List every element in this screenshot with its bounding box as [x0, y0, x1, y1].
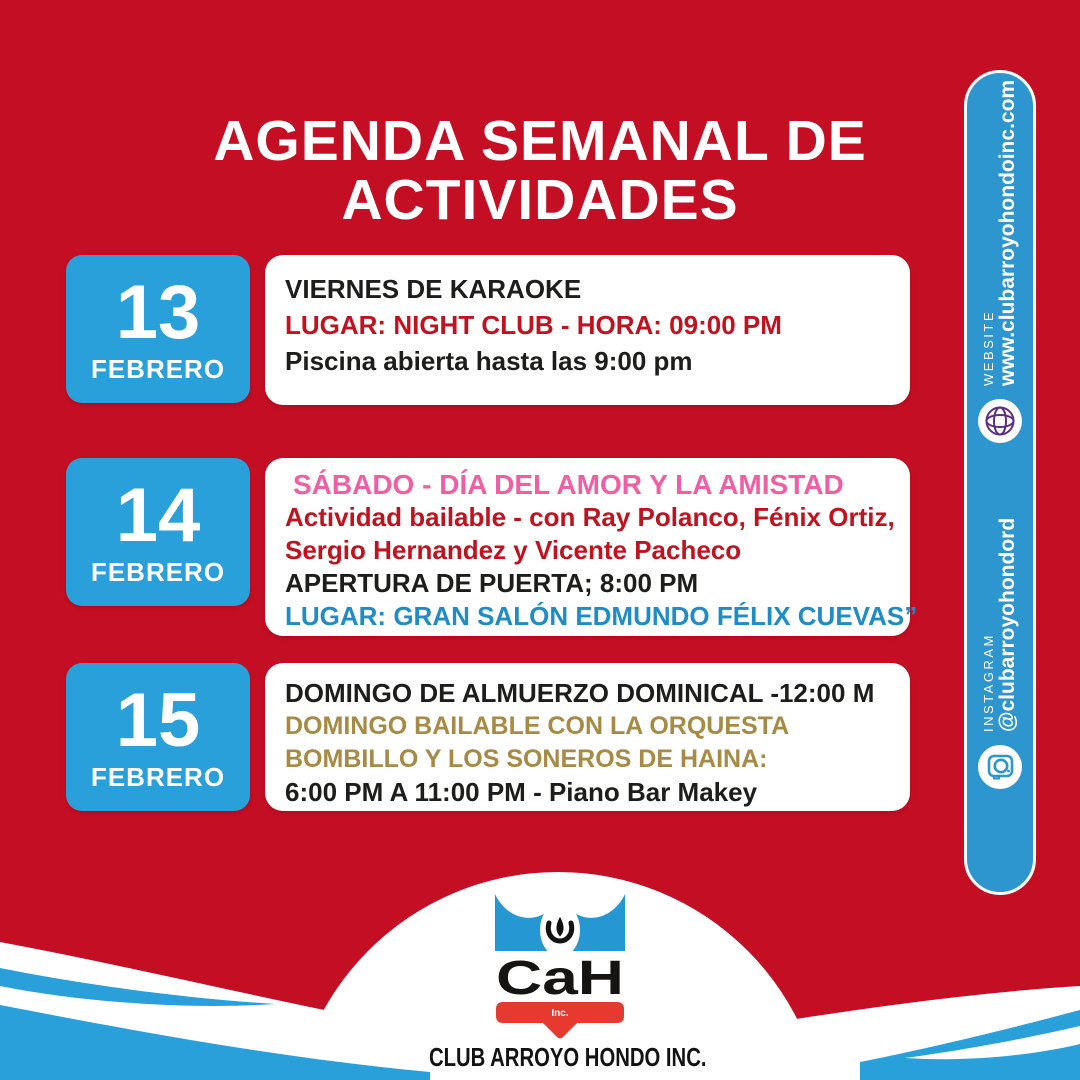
events-list: 13 FEBRERO VIERNES DE KARAOKE LUGAR: NIGH…: [66, 255, 918, 811]
event-row: 13 FEBRERO VIERNES DE KARAOKE LUGAR: NIGH…: [66, 255, 910, 405]
event-card: SÁBADO - DÍA DEL AMOR Y LA AMISTAD Activi…: [265, 458, 918, 636]
logo-suffix: Inc.: [551, 1008, 568, 1019]
instagram-handle[interactable]: @clubarroyohondord: [995, 517, 1019, 732]
event-line: DOMINGO DE ALMUERZO DOMINICAL -12:00 M: [285, 678, 875, 708]
page-title: AGENDA SEMANAL DE ACTIVIDADES: [0, 112, 1080, 230]
social-pill: WEBSITE www.clubarroyohondoinc.com INSTA…: [964, 70, 1036, 895]
page-title-line1: AGENDA SEMANAL DE: [213, 109, 867, 173]
event-row: 14 FEBRERO SÁBADO - DÍA DEL AMOR Y LA AM…: [66, 458, 918, 636]
date-month: FEBRERO: [90, 556, 226, 587]
website-group[interactable]: WEBSITE www.clubarroyohondoinc.com: [968, 72, 1032, 444]
instagram-label: INSTAGRAM: [980, 633, 996, 732]
right-white-swoosh: [905, 1026, 1080, 1060]
event-line: Actividad bailable - con Ray Polanco, Fé…: [285, 502, 895, 532]
white-wave-band: [0, 942, 1080, 1080]
date-card: 14 FEBRERO: [66, 458, 250, 606]
left-blue-swoosh: [0, 968, 275, 1006]
date-month: FEBRERO: [90, 761, 226, 792]
event-line: VIERNES DE KARAOKE: [285, 274, 582, 304]
logo-text: CaH: [496, 952, 624, 1005]
right-blue-wave: [860, 1010, 1080, 1080]
website-label: WEBSITE: [980, 309, 996, 386]
left-blue-wave: [0, 1005, 430, 1080]
event-line: Piscina abierta hasta las 9:00 pm: [285, 346, 693, 376]
event-line: LUGAR: GRAN SALÓN EDMUNDO FÉLIX CUEVAS”: [285, 601, 918, 631]
club-logo: CaH Inc.: [495, 894, 625, 1039]
event-line: BOMBILLO Y LOS SONEROS DE HAINA:: [285, 745, 768, 773]
date-month: FEBRERO: [90, 353, 226, 384]
white-dome: [296, 872, 820, 1080]
event-line: Sergio Hernandez y Vicente Pacheco: [285, 535, 742, 565]
date-card: 13 FEBRERO: [66, 255, 250, 403]
event-line: LUGAR: NIGHT CLUB - HORA: 09:00 PM: [285, 310, 782, 340]
event-line: APERTURA DE PUERTA; 8:00 PM: [285, 568, 699, 598]
event-card: VIERNES DE KARAOKE LUGAR: NIGHT CLUB - HO…: [265, 255, 910, 405]
page-title-line2: ACTIVIDADES: [341, 168, 739, 232]
globe-icon: [978, 399, 1022, 443]
bottom-waves-graphic: [0, 872, 1080, 1080]
event-line: DOMINGO BAILABLE CON LA ORQUESTA: [285, 712, 790, 740]
date-day: 14: [115, 472, 201, 558]
instagram-group[interactable]: INSTAGRAM @clubarroyohondord: [968, 490, 1032, 790]
event-line: SÁBADO - DÍA DEL AMOR Y LA AMISTAD: [293, 469, 844, 500]
camera-icon: [978, 745, 1022, 789]
date-day: 13: [115, 269, 201, 355]
date-day: 15: [115, 677, 201, 763]
event-card: DOMINGO DE ALMUERZO DOMINICAL -12:00 M DO…: [265, 663, 910, 811]
date-card: 15 FEBRERO: [66, 663, 250, 811]
event-row: 15 FEBRERO DOMINGO DE ALMUERZO DOMINICAL…: [66, 663, 910, 811]
logo-banner-red: [496, 1002, 624, 1039]
org-name: CLUB ARROYO HONDO INC.: [428, 1042, 707, 1072]
torch-icon: [545, 916, 575, 944]
website-url[interactable]: www.clubarroyohondoinc.com: [995, 79, 1019, 386]
event-line: 6:00 PM A 11:00 PM - Piano Bar Makey: [285, 777, 758, 807]
